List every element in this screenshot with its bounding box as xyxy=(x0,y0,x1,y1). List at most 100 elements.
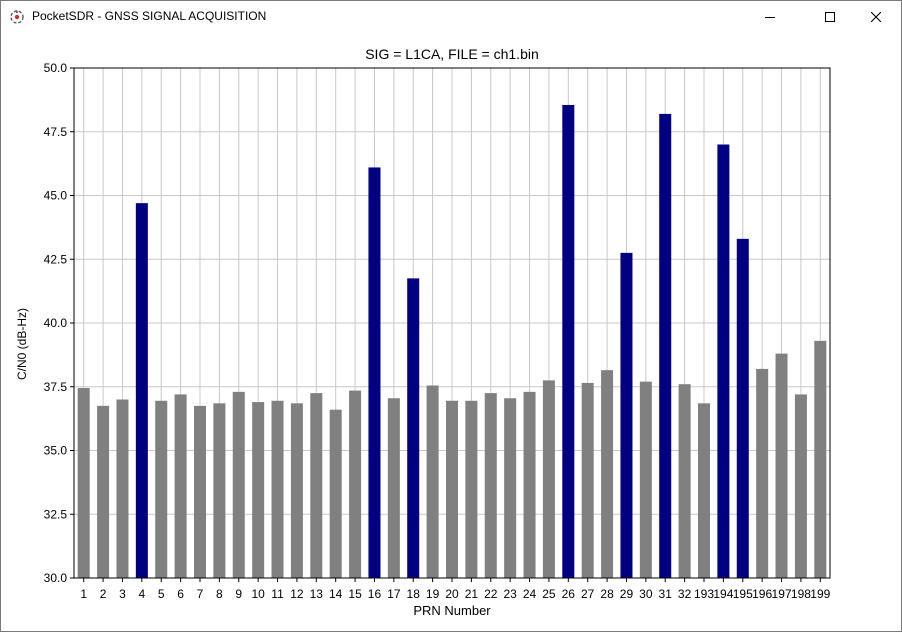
x-tick-label: 196 xyxy=(752,587,772,601)
x-tick-label: 3 xyxy=(119,587,126,601)
x-axis-label: PRN Number xyxy=(413,603,491,618)
bar-prn-32 xyxy=(678,384,691,578)
bar-prn-199 xyxy=(814,340,827,578)
bar-prn-20 xyxy=(445,400,459,578)
bar-prn-12 xyxy=(290,403,303,578)
bar-prn-195 xyxy=(736,238,749,578)
bar-prn-2 xyxy=(97,405,110,578)
y-tick-label: 50.0 xyxy=(44,61,68,75)
maximize-button[interactable] xyxy=(807,1,853,32)
x-tick-label: 25 xyxy=(542,587,556,601)
bars xyxy=(77,104,827,579)
x-tick-label: 31 xyxy=(659,587,673,601)
bar-prn-5 xyxy=(155,400,168,578)
close-icon xyxy=(871,11,881,22)
bar-prn-14 xyxy=(329,409,342,578)
bar-prn-26 xyxy=(562,104,575,578)
bar-prn-27 xyxy=(581,382,594,578)
bar-prn-193 xyxy=(697,403,711,578)
x-tick-label: 4 xyxy=(139,587,146,601)
maximize-icon xyxy=(825,11,835,22)
bar-prn-6 xyxy=(174,394,187,578)
y-axis-ticks: 30.0 32.5 35.0 37.5 40.0 42.5 45.0 47.5 50.0 xyxy=(44,61,74,585)
x-tick-label: 28 xyxy=(600,587,614,601)
bar-prn-29 xyxy=(620,252,633,578)
x-tick-label: 7 xyxy=(197,587,204,601)
x-tick-label: 23 xyxy=(503,587,517,601)
x-tick-label: 6 xyxy=(177,587,184,601)
bar-prn-19 xyxy=(426,385,439,578)
chart-title: SIG = L1CA, FILE = ch1.bin xyxy=(365,46,539,62)
x-tick-label: 26 xyxy=(562,587,576,601)
title-bar[interactable]: PocketSDR - GNSS SIGNAL ACQUISITION xyxy=(1,1,901,32)
x-tick-label: 19 xyxy=(426,587,440,601)
y-tick-label: 37.5 xyxy=(44,380,68,394)
bar-prn-22 xyxy=(484,393,497,578)
x-tick-label: 197 xyxy=(772,587,792,601)
bar-prn-8 xyxy=(213,403,226,578)
bar-prn-17 xyxy=(387,398,400,578)
x-tick-label: 194 xyxy=(713,587,733,601)
minimize-icon xyxy=(765,12,775,22)
bar-prn-13 xyxy=(310,393,323,578)
bar-prn-21 xyxy=(465,400,478,578)
x-tick-label: 9 xyxy=(235,587,242,601)
bar-prn-23 xyxy=(504,398,517,578)
bar-prn-9 xyxy=(232,391,245,578)
x-tick-label: 17 xyxy=(387,587,401,601)
x-tick-label: 199 xyxy=(810,587,830,601)
y-tick-label: 32.5 xyxy=(44,507,68,521)
x-tick-label: 21 xyxy=(465,587,479,601)
x-tick-label: 14 xyxy=(329,587,343,601)
x-tick-label: 15 xyxy=(348,587,362,601)
y-tick-label: 35.0 xyxy=(44,444,68,458)
x-tick-label: 22 xyxy=(484,587,498,601)
bar-prn-1 xyxy=(77,388,90,578)
x-tick-label: 8 xyxy=(216,587,223,601)
bar-prn-30 xyxy=(639,381,652,578)
pocketsdr-app-icon xyxy=(9,9,25,25)
bar-prn-11 xyxy=(271,400,284,578)
y-tick-label: 40.0 xyxy=(44,316,68,330)
x-tick-label: 18 xyxy=(407,587,421,601)
x-tick-label: 193 xyxy=(694,587,714,601)
y-tick-label: 47.5 xyxy=(44,125,68,139)
bar-prn-196 xyxy=(756,368,769,578)
bar-prn-194 xyxy=(717,144,730,578)
x-tick-label: 2 xyxy=(100,587,107,601)
window-title: PocketSDR - GNSS SIGNAL ACQUISITION xyxy=(32,9,267,23)
bar-prn-18 xyxy=(407,278,420,578)
minimize-button[interactable] xyxy=(747,1,793,32)
x-tick-label: 11 xyxy=(271,587,284,601)
bar-prn-3 xyxy=(116,399,129,578)
bar-prn-15 xyxy=(349,390,362,578)
bar-prn-31 xyxy=(659,113,672,579)
x-tick-label: 27 xyxy=(581,587,595,601)
close-button[interactable] xyxy=(853,1,899,32)
acquisition-bar-chart: SIG = L1CA, FILE = ch1.bin 30.0 32.5 35.0 3… xyxy=(15,46,831,618)
x-tick-label: 24 xyxy=(523,587,537,601)
x-axis-ticks: 1 2 3 4 5 6 7 8 9 10 11 12 13 14 15 16 17 18 19 20 21 22 23 24 2… xyxy=(80,578,831,601)
x-tick-label: 20 xyxy=(445,587,459,601)
bar-prn-4 xyxy=(135,203,148,578)
y-tick-label: 42.5 xyxy=(44,252,68,266)
x-tick-label: 30 xyxy=(639,587,653,601)
x-tick-label: 198 xyxy=(791,587,811,601)
x-tick-label: 1 xyxy=(80,587,87,601)
y-tick-label: 30.0 xyxy=(44,571,68,585)
bar-prn-198 xyxy=(794,394,807,578)
bar-prn-25 xyxy=(542,380,555,578)
bar-prn-197 xyxy=(775,353,788,578)
bar-prn-28 xyxy=(601,370,614,578)
x-tick-label: 12 xyxy=(290,587,304,601)
y-axis-label: C/N0 (dB-Hz) xyxy=(15,308,29,380)
x-tick-label: 29 xyxy=(620,587,634,601)
x-tick-label: 32 xyxy=(678,587,692,601)
bar-prn-16 xyxy=(368,167,381,578)
x-tick-label: 13 xyxy=(310,587,324,601)
chart-area: SIG = L1CA, FILE = ch1.bin 30.0 32.5 35.0 3… xyxy=(1,32,901,631)
bar-prn-7 xyxy=(193,405,207,578)
x-tick-label: 195 xyxy=(733,587,753,601)
bar-prn-10 xyxy=(252,402,265,578)
